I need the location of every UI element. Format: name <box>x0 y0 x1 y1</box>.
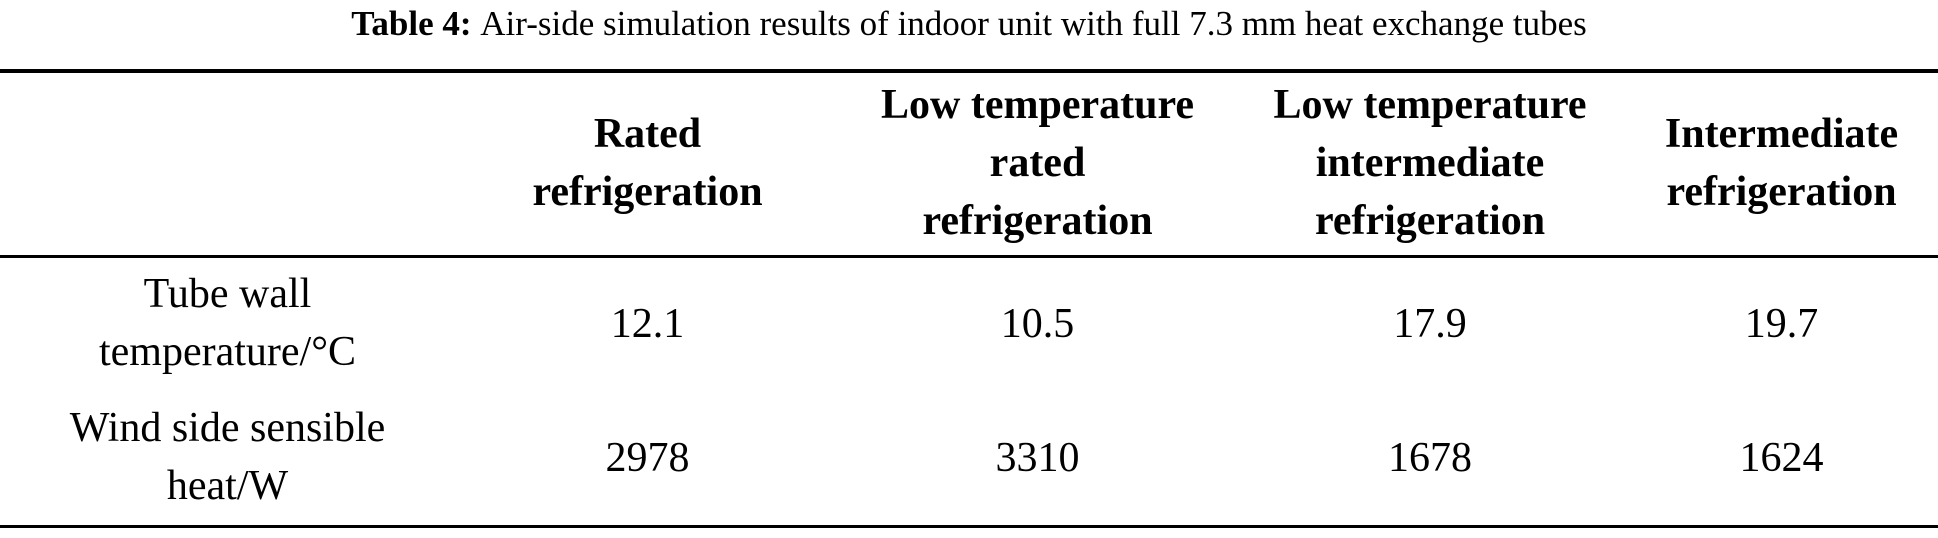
table-caption-text: Air-side simulation results of indoor un… <box>471 4 1587 43</box>
header-row: Rated refrigeration Low temperature rate… <box>0 71 1938 256</box>
value-cell: 1678 <box>1388 434 1472 481</box>
value-cell: 12.1 <box>610 301 685 348</box>
table-row: Wind side sensible heat/W 2978 3310 1678… <box>0 391 1938 526</box>
row-label-tube-wall-temperature: Tube wall temperature/°C <box>98 271 357 376</box>
column-header-intermediate-refrigeration: Intermediate refrigeration <box>1664 110 1899 215</box>
value-cell: 19.7 <box>1744 301 1819 348</box>
corner-cell <box>0 71 455 256</box>
table-caption: Table 4: Air-side simulation results of … <box>0 0 1938 69</box>
column-header-low-temperature-intermediate-refrigeration: Low temperature intermediate refrigerati… <box>1273 81 1587 244</box>
table-caption-number: Table 4: <box>351 4 472 43</box>
value-cell: 3310 <box>995 434 1080 481</box>
table-row: Tube wall temperature/°C 12.1 10.5 17.9 … <box>0 256 1938 391</box>
row-label-wind-side-sensible-heat: Wind side sensible heat/W <box>69 404 386 509</box>
results-table: Rated refrigeration Low temperature rate… <box>0 69 1938 528</box>
column-header-rated-refrigeration: Rated refrigeration <box>532 110 763 215</box>
value-cell: 10.5 <box>1000 301 1075 348</box>
column-header-low-temperature-rated-refrigeration: Low temperature rated refrigeration <box>881 81 1194 244</box>
value-cell: 1624 <box>1739 434 1824 481</box>
value-cell: 17.9 <box>1393 301 1467 348</box>
value-cell: 2978 <box>605 434 690 481</box>
